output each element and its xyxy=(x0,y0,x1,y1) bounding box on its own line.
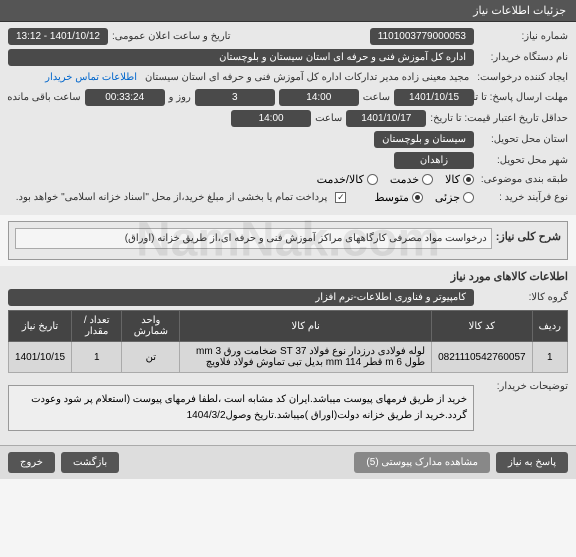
need-desc-section: شرح کلی نیاز: درخواست مواد مصرفی کارگاهه… xyxy=(8,221,568,260)
goods-group-label: گروه کالا: xyxy=(478,292,568,303)
goods-group-value: کامپیوتر و فناوری اطلاعات-نرم افزار xyxy=(8,289,474,306)
days-label: روز و xyxy=(169,92,191,103)
purchase-type-label: نوع فرآیند خرید : xyxy=(478,192,568,203)
cell-name: لوله فولادی درزدار نوع فولاد ST 37 ضخامت… xyxy=(180,342,432,373)
form-section: شماره نیاز: 1101003779000053 تاریخ و ساع… xyxy=(0,22,576,215)
radio-low[interactable] xyxy=(463,192,474,203)
table-row[interactable]: 1 0821110542760057 لوله فولادی درزدار نو… xyxy=(9,342,568,373)
remain-time: 00:33:24 xyxy=(85,89,165,106)
radio-mid[interactable] xyxy=(412,192,423,203)
buyer-notes-value: خرید از طریق فرمهای پیوست میباشد.ایران ک… xyxy=(8,385,474,431)
purchase-type-group: جزئی متوسط xyxy=(374,191,474,204)
back-button[interactable]: بازگشت xyxy=(61,452,119,473)
radio-both[interactable] xyxy=(367,174,378,185)
radio-service-label: خدمت xyxy=(390,173,419,186)
col-qty: تعداد / مقدار xyxy=(72,311,122,342)
col-code: کد کالا xyxy=(432,311,533,342)
validity-label: حداقل تاریخ اعتبار قیمت: تا تاریخ: xyxy=(430,113,568,124)
col-unit: واحد شمارش xyxy=(122,311,180,342)
cell-code: 0821110542760057 xyxy=(432,342,533,373)
remain-label: ساعت باقی مانده xyxy=(7,92,80,103)
time-label-2: ساعت xyxy=(315,113,342,124)
radio-goods-label: کالا xyxy=(445,173,460,186)
city-value: زاهدان xyxy=(394,152,474,169)
need-desc-label: شرح کلی نیاز: xyxy=(496,230,561,243)
category-radio-group: کالا خدمت کالا/خدمت xyxy=(317,173,474,186)
province-value: سیستان و بلوچستان xyxy=(374,131,474,148)
cell-qty: 1 xyxy=(72,342,122,373)
category-label: طبقه بندی موضوعی: xyxy=(478,174,568,185)
buyer-org-label: نام دستگاه خریدار: xyxy=(478,52,568,63)
goods-table: ردیف کد کالا نام کالا واحد شمارش تعداد /… xyxy=(8,310,568,373)
days-value: 3 xyxy=(195,89,275,106)
table-header-row: ردیف کد کالا نام کالا واحد شمارش تعداد /… xyxy=(9,311,568,342)
need-number-label: شماره نیاز: xyxy=(478,31,568,42)
announce-label: تاریخ و ساعت اعلان عمومی: xyxy=(112,31,231,42)
cell-date: 1401/10/15 xyxy=(9,342,72,373)
col-date: تاریخ نیاز xyxy=(9,311,72,342)
validity-date: 1401/10/17 xyxy=(346,110,426,127)
payment-checkbox[interactable] xyxy=(335,192,346,203)
radio-goods[interactable] xyxy=(463,174,474,185)
cell-unit: تن xyxy=(122,342,180,373)
city-label: شهر محل تحویل: xyxy=(478,155,568,166)
buyer-notes-label: توضیحات خریدار: xyxy=(478,381,568,392)
footer-bar: پاسخ به نیاز مشاهده مدارک پیوستی (5) باز… xyxy=(0,445,576,479)
contact-link[interactable]: اطلاعات تماس خریدار xyxy=(45,72,137,83)
attachments-button[interactable]: مشاهده مدارک پیوستی (5) xyxy=(354,452,490,473)
deadline-date: 1401/10/15 xyxy=(394,89,474,106)
announce-value: 1401/10/12 - 13:12 xyxy=(8,28,108,45)
creator-value: مجید معینی زاده مدیر تدارکات اداره کل آم… xyxy=(141,70,473,85)
creator-label: ایجاد کننده درخواست: xyxy=(477,72,568,83)
cell-row: 1 xyxy=(532,342,567,373)
radio-mid-label: متوسط xyxy=(374,191,409,204)
validity-time: 14:00 xyxy=(231,110,311,127)
deadline-time: 14:00 xyxy=(279,89,359,106)
radio-both-label: کالا/خدمت xyxy=(317,173,364,186)
radio-low-label: جزئی xyxy=(435,191,460,204)
col-name: نام کالا xyxy=(180,311,432,342)
province-label: استان محل تحویل: xyxy=(478,134,568,145)
payment-note: پرداخت تمام یا بخشی از مبلغ خرید،از محل … xyxy=(12,190,332,205)
goods-section-title: اطلاعات کالاهای مورد نیاز xyxy=(0,266,576,287)
radio-service[interactable] xyxy=(422,174,433,185)
reply-button[interactable]: پاسخ به نیاز xyxy=(496,452,568,473)
buyer-org-value: اداره کل آموزش فنی و حرفه ای استان سیستا… xyxy=(8,49,474,66)
page-header: جزئیات اطلاعات نیاز xyxy=(0,0,576,22)
page-title: جزئیات اطلاعات نیاز xyxy=(473,5,566,17)
col-row: ردیف xyxy=(532,311,567,342)
time-label-1: ساعت xyxy=(363,92,390,103)
need-desc-value: درخواست مواد مصرفی کارگاههای مراکز آموزش… xyxy=(15,228,492,249)
need-number-value: 1101003779000053 xyxy=(370,28,474,45)
deadline-label: مهلت ارسال پاسخ: تا تاریخ: xyxy=(478,92,568,103)
exit-button[interactable]: خروج xyxy=(8,452,55,473)
